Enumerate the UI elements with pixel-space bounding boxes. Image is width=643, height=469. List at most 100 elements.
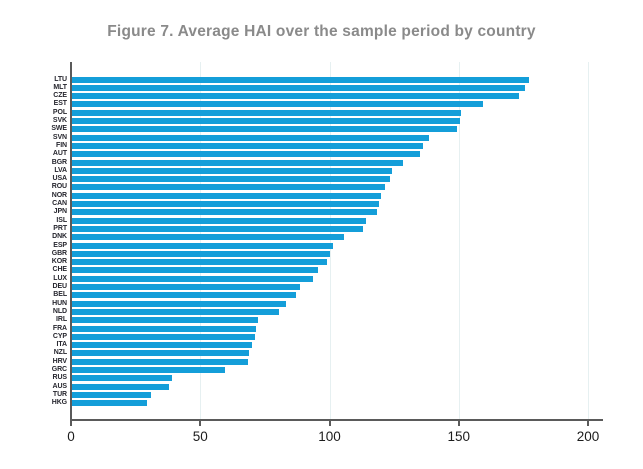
- bar-swe: [71, 126, 458, 133]
- y-label-deu: DEU: [52, 283, 68, 290]
- bar-can: [71, 201, 379, 207]
- x-tick-label-100: 100: [318, 429, 341, 444]
- bar-nld: [71, 308, 280, 315]
- bar-pol: [71, 109, 462, 116]
- gridline-200: [588, 62, 589, 419]
- plot-area: [71, 62, 603, 419]
- bar-hkg: [71, 400, 148, 407]
- y-label-can: CAN: [52, 200, 67, 207]
- x-tick-150: [457, 421, 460, 426]
- bar-deu: [71, 284, 300, 290]
- y-label-hrv: HRV: [52, 357, 67, 365]
- bar-cyp: [71, 333, 255, 340]
- y-label-dnk: DNK: [52, 233, 67, 241]
- y-label-pol: POL: [52, 108, 67, 116]
- x-tick-100: [328, 421, 331, 426]
- y-label-esp: ESP: [53, 241, 67, 249]
- y-label-aus: AUS: [52, 382, 68, 390]
- y-label-mlt: MLT: [53, 83, 67, 91]
- bar-aus: [71, 383, 170, 390]
- y-label-nor: NOR: [51, 191, 67, 199]
- chart-title: Figure 7. Average HAI over the sample pe…: [107, 23, 536, 40]
- bar-bgr: [71, 159, 404, 166]
- bar-hun: [71, 300, 286, 307]
- bar-fra: [71, 325, 256, 332]
- y-label-grc: GRC: [51, 366, 67, 373]
- y-label-cyp: CYP: [52, 332, 67, 340]
- bar-esp: [71, 242, 334, 249]
- bar-ltu: [71, 76, 529, 83]
- y-label-ita: ITA: [56, 341, 68, 349]
- bar-gbr: [71, 250, 330, 257]
- y-label-rus: RUS: [52, 374, 68, 382]
- bar-bel: [71, 292, 296, 299]
- bar-est: [71, 101, 484, 108]
- y-label-gbr: GBR: [51, 249, 67, 257]
- x-tick-label-0: 0: [67, 429, 75, 444]
- bar-kor: [71, 259, 327, 266]
- bar-isl: [71, 217, 366, 224]
- gridline-150: [458, 62, 460, 419]
- bar-cze: [71, 93, 520, 100]
- y-label-rou: ROU: [51, 183, 67, 191]
- bar-nor: [71, 192, 382, 199]
- y-label-jpn: JPN: [53, 208, 67, 216]
- y-label-irl: IRL: [56, 316, 67, 324]
- bar-che: [71, 267, 318, 274]
- y-label-ltu: LTU: [54, 75, 67, 83]
- y-label-svn: SVN: [52, 133, 67, 141]
- gridline-50: [200, 62, 202, 419]
- y-label-prt: PRT: [53, 224, 67, 232]
- y-axis-labels: LTU MLT CZE EST POL SVK SWE SVN FIN AUT BGR LVA USA R…: [0, 62, 67, 419]
- x-tick-0: [70, 421, 72, 426]
- bar-jpn: [71, 209, 378, 216]
- bar-tur: [71, 391, 152, 398]
- bar-hrv: [71, 358, 249, 365]
- bar-lux: [71, 275, 313, 282]
- bar-aut: [71, 151, 420, 158]
- bar-irl: [71, 317, 259, 324]
- bar-usa: [71, 176, 391, 183]
- y-label-swe: SWE: [51, 125, 67, 133]
- x-tick-label-200: 200: [576, 429, 600, 444]
- x-tick-label-50: 50: [192, 429, 208, 444]
- y-label-cze: CZE: [53, 92, 67, 100]
- bar-grc: [71, 367, 225, 373]
- bar-svn: [71, 134, 430, 141]
- gridline-100: [329, 62, 331, 419]
- y-label-nld: NLD: [52, 307, 67, 315]
- y-label-bgr: BGR: [51, 158, 67, 166]
- y-label-hun: HUN: [52, 299, 67, 307]
- bar-svk: [71, 118, 461, 124]
- y-label-tur: TUR: [52, 390, 67, 398]
- y-label-lva: LVA: [54, 166, 67, 174]
- y-label-hkg: HKG: [51, 399, 67, 407]
- y-label-usa: USA: [52, 175, 68, 183]
- y-label-est: EST: [53, 100, 67, 108]
- bar-prt: [71, 225, 364, 232]
- y-label-svk: SVK: [52, 117, 67, 124]
- y-label-lux: LUX: [53, 274, 67, 282]
- bar-nzl: [71, 350, 250, 357]
- y-label-kor: KOR: [51, 258, 67, 266]
- y-label-isl: ISL: [56, 216, 67, 224]
- bar-fin: [71, 142, 423, 149]
- y-label-bel: BEL: [53, 291, 67, 299]
- bar-rus: [71, 375, 172, 382]
- x-tick-200: [587, 421, 589, 426]
- y-label-nzl: NZL: [53, 349, 67, 357]
- x-tick-50: [199, 421, 202, 426]
- y-label-che: CHE: [52, 266, 68, 274]
- y-label-aut: AUT: [52, 150, 67, 158]
- bar-mlt: [71, 84, 525, 91]
- bar-rou: [71, 184, 386, 191]
- y-label-fra: FRA: [52, 324, 67, 332]
- bar-dnk: [71, 234, 344, 241]
- x-tick-label-150: 150: [447, 429, 471, 444]
- bar-lva: [71, 167, 392, 174]
- x-axis-line: [70, 419, 603, 421]
- bar-ita: [71, 342, 252, 349]
- y-label-fin: FIN: [56, 141, 67, 149]
- y-axis-spine: [70, 62, 72, 421]
